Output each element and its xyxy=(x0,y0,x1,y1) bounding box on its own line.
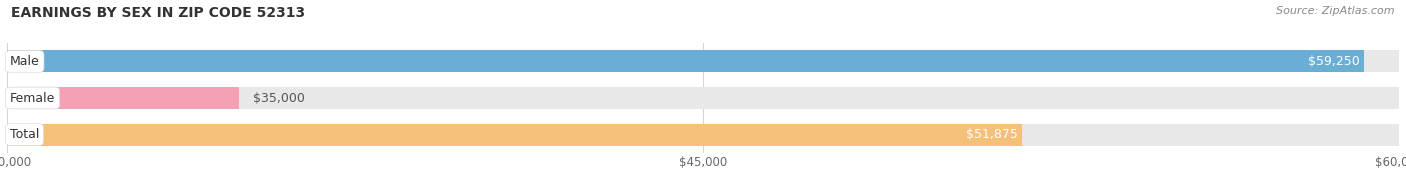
Bar xyxy=(7,87,1399,109)
Bar xyxy=(7,124,1022,146)
Text: $59,250: $59,250 xyxy=(1308,55,1360,68)
Bar xyxy=(7,124,1399,146)
Bar xyxy=(7,87,239,109)
Bar xyxy=(7,50,1364,72)
Bar xyxy=(7,50,1399,72)
Text: Male: Male xyxy=(10,55,39,68)
Text: $35,000: $35,000 xyxy=(253,92,305,104)
Text: EARNINGS BY SEX IN ZIP CODE 52313: EARNINGS BY SEX IN ZIP CODE 52313 xyxy=(11,6,305,20)
Text: Total: Total xyxy=(10,128,39,141)
Text: $51,875: $51,875 xyxy=(966,128,1018,141)
Text: Female: Female xyxy=(10,92,55,104)
Text: Source: ZipAtlas.com: Source: ZipAtlas.com xyxy=(1277,6,1395,16)
